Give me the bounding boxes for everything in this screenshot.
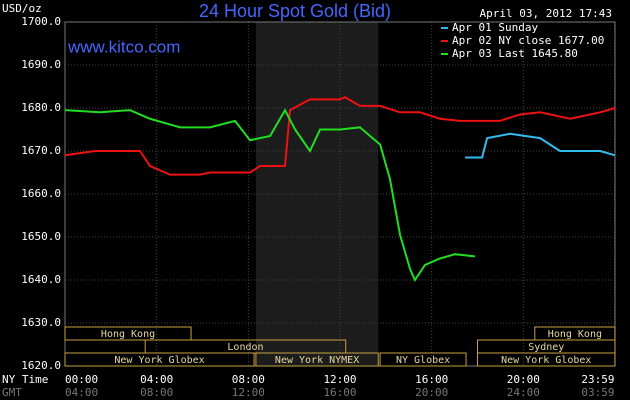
y-tick-label: 1700.0 (21, 15, 61, 28)
session-label: Sydney (528, 342, 564, 353)
session-label: NY Globex (396, 355, 450, 366)
series-line (64, 96, 616, 176)
x-tick-label: 20:00 (507, 373, 540, 386)
session-label: Hong Kong (101, 329, 155, 340)
session-box (64, 326, 192, 341)
gmt-label: 04:00 (65, 386, 98, 399)
gmt-label: 08:00 (140, 386, 173, 399)
x-tick-label: 08:00 (232, 373, 265, 386)
session-label: New York Globex (114, 355, 204, 366)
timestamp: April 03, 2012 17:43 (480, 7, 612, 20)
y-tick-label: 1660.0 (21, 187, 61, 200)
legend-label: Apr 01 Sunday (452, 21, 538, 34)
x-tick-label: 16:00 (415, 373, 448, 386)
x-tick-label: 12:00 (323, 373, 356, 386)
x-tick-label: 00:00 (65, 373, 98, 386)
y-tick-label: 1690.0 (21, 58, 61, 71)
series-line (465, 132, 616, 159)
x-row-label: NY Time (2, 373, 48, 386)
y-tick-label: 1630.0 (21, 316, 61, 329)
watermark: www.kitco.com (67, 37, 180, 56)
gmt-label: 12:00 (232, 386, 265, 399)
gmt-label: 20:00 (415, 386, 448, 399)
session-box (477, 352, 616, 367)
session-label: New York Globex (501, 355, 591, 366)
chart-title: 24 Hour Spot Gold (Bid) (199, 1, 391, 21)
y-tick-label: 1670.0 (21, 144, 61, 157)
gmt-label: 03:59 (581, 386, 614, 399)
y-axis-label: USD/oz (2, 2, 42, 15)
session-box (255, 352, 379, 367)
session-box (379, 352, 467, 367)
y-tick-label: 1640.0 (21, 273, 61, 286)
x-tick-label: 23:59 (581, 373, 614, 386)
series-line (64, 108, 476, 283)
y-tick-label: 1620.0 (21, 359, 61, 372)
legend-label: Apr 02 NY close 1677.00 (452, 34, 604, 47)
session-label: Hong Kong (548, 329, 602, 340)
y-tick-label: 1650.0 (21, 230, 61, 243)
y-tick-label: 1680.0 (21, 101, 61, 114)
x2-row-label: GMT (2, 386, 22, 399)
gmt-label: 16:00 (323, 386, 356, 399)
session-label: London (227, 342, 263, 353)
session-box (64, 352, 255, 367)
legend-label: Apr 03 Last 1645.80 (452, 47, 578, 60)
x-tick-label: 04:00 (140, 373, 173, 386)
gmt-label: 24:00 (507, 386, 540, 399)
session-label: New York NYMEX (275, 355, 359, 366)
